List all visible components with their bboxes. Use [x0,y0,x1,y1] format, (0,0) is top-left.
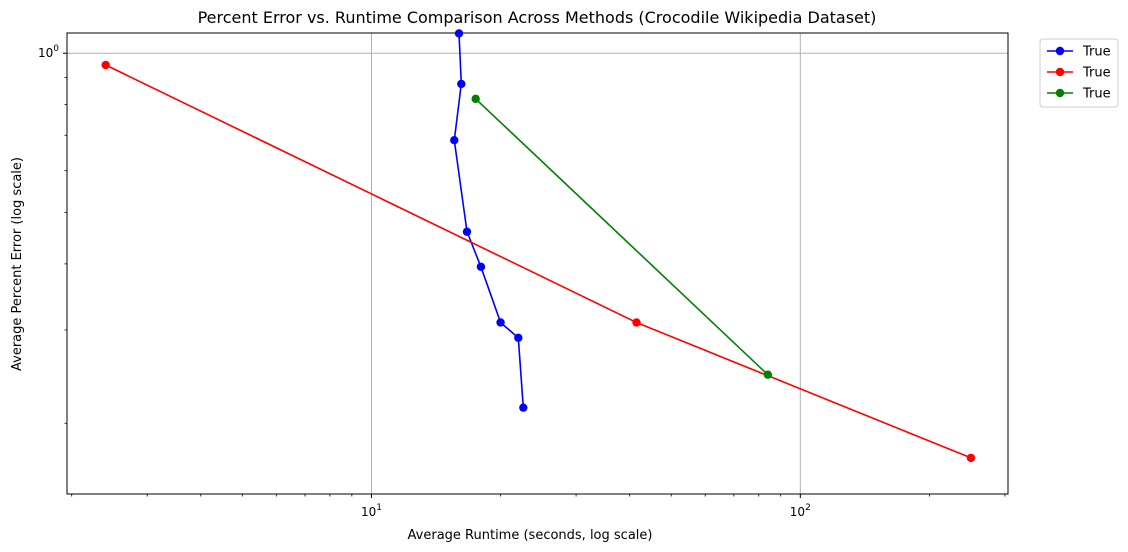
legend-label-1: True [1082,45,1111,60]
series-line-2 [105,64,972,459]
series-point-3 [471,94,480,104]
series-point-1 [519,403,528,412]
x-tick-label: 102 [790,503,811,519]
series-point-1 [457,79,466,89]
series-point-1 [450,136,459,145]
series-point-2 [101,60,110,70]
legend-label-3: True [1082,87,1111,102]
grid [67,33,1008,494]
series-point-1 [476,262,486,271]
series-point-1 [462,227,472,236]
series-point-3 [763,370,773,379]
legend-marker-2 [1055,67,1065,77]
legend-label-2: True [1082,66,1111,81]
series-point-2 [632,318,641,327]
y-tick-label: 100 [38,44,59,60]
ticks: 101 102 100 [38,44,1006,519]
y-axis-label: Average Percent Error (log scale) [10,157,25,371]
x-tick-label: 101 [361,503,382,519]
legend-marker-3 [1055,88,1065,98]
legend: True True True [1039,38,1119,108]
series-point-1 [454,29,464,38]
chart-title: Percent Error vs. Runtime Comparison Acr… [198,8,877,27]
series-point-1 [496,318,505,327]
series-line-1 [453,33,525,408]
series-point-1 [514,333,523,343]
series-point-2 [966,453,976,463]
x-axis-label: Average Runtime (seconds, log scale) [408,528,653,543]
legend-marker-1 [1055,46,1065,56]
series-line-3 [475,98,769,376]
series [101,29,976,463]
plot-frame [66,32,1009,495]
